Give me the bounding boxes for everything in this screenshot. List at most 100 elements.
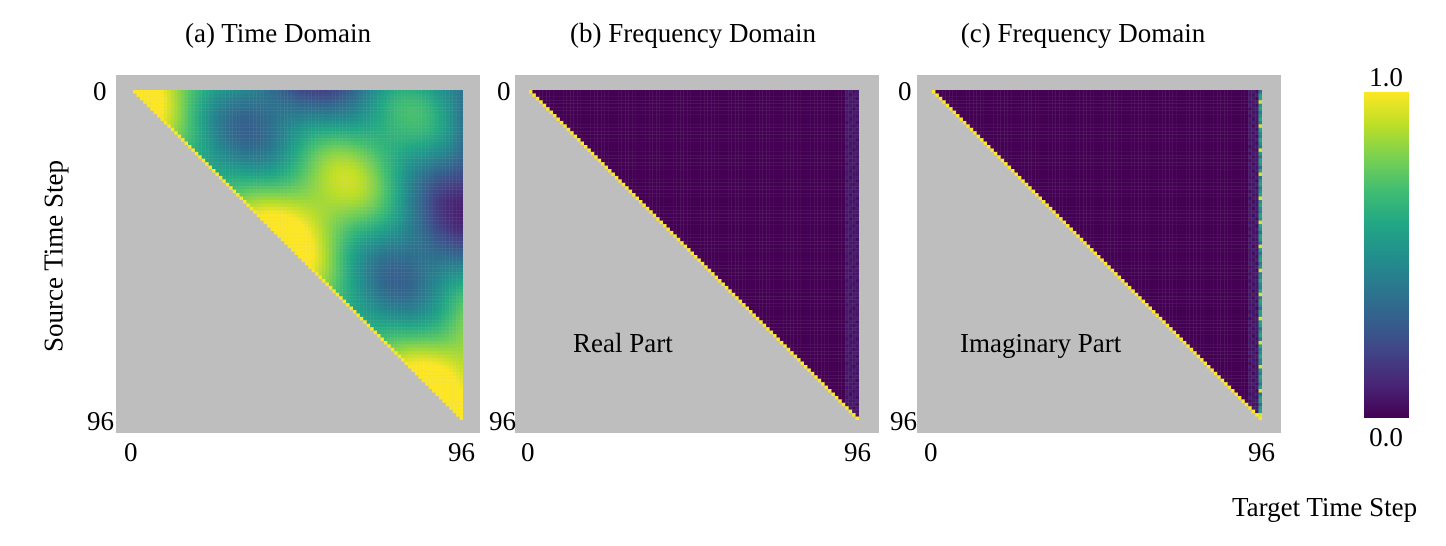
heatmap-cell (594, 96, 598, 101)
heatmap-cell (459, 93, 463, 97)
heatmap-cell (394, 151, 398, 156)
heatmap-cell (256, 110, 261, 115)
heatmap-cell (153, 93, 158, 97)
heatmap-cell (414, 244, 419, 249)
heatmap-cell (194, 127, 199, 132)
heatmap-cell (394, 227, 398, 231)
heatmap-cell (335, 155, 340, 159)
heatmap-cell (346, 224, 350, 228)
heatmap-cell (442, 93, 446, 97)
heatmap-cell (807, 90, 811, 94)
heatmap-cell (239, 162, 244, 166)
heatmap-cell (425, 200, 429, 204)
heatmap-cell (387, 220, 391, 225)
heatmap-cell (435, 193, 439, 197)
heatmap-cell (325, 279, 329, 283)
heatmap-cell (608, 100, 612, 104)
heatmap-cell (359, 120, 364, 125)
heatmap-cell (394, 206, 398, 211)
heatmap-cell (408, 200, 412, 204)
heatmap-cell (318, 124, 323, 128)
heatmap-cell (335, 279, 340, 283)
heatmap-cell (404, 327, 409, 331)
heatmap-cell (590, 100, 595, 104)
heatmap-cell (394, 189, 398, 194)
heatmap-cell (456, 189, 460, 194)
heatmap-cell (380, 120, 384, 125)
heatmap-cell (218, 138, 223, 142)
heatmap-cell (438, 155, 443, 159)
heatmap-cell (249, 141, 254, 146)
heatmap-cell (339, 107, 343, 111)
heatmap-cell (322, 279, 326, 283)
heatmap-cell (353, 213, 357, 218)
heatmap-cell (380, 169, 384, 173)
heatmap-cell (418, 162, 422, 166)
heatmap-cell (425, 186, 429, 190)
heatmap-cell (366, 189, 371, 194)
heatmap-cell (456, 313, 460, 317)
heatmap-cell (449, 200, 453, 204)
heatmap-cell (363, 234, 367, 238)
heatmap-cell (387, 90, 391, 94)
heatmap-cell (418, 234, 422, 238)
heatmap-cell (397, 258, 402, 262)
heatmap-cell (401, 162, 405, 166)
heatmap-cell (311, 237, 316, 242)
heatmap-cell (438, 303, 443, 307)
heatmap-cell (411, 127, 415, 132)
heatmap-cell (208, 110, 213, 115)
heatmap-cell (418, 172, 422, 176)
heatmap-cell (452, 392, 457, 396)
heatmap-cell (308, 169, 312, 173)
heatmap-cell (456, 279, 460, 283)
heatmap-cell (590, 93, 595, 97)
heatmap-cell (397, 155, 402, 159)
heatmap-cell (301, 200, 305, 204)
heatmap-cell (263, 179, 268, 183)
heatmap-cell (418, 255, 422, 259)
heatmap-cell (359, 261, 364, 266)
heatmap-cell (428, 258, 433, 262)
heatmap-cell (411, 210, 415, 214)
heatmap-cell (452, 220, 457, 225)
heatmap-cell (328, 193, 333, 197)
heatmap-cell (188, 120, 192, 125)
heatmap-cell (449, 234, 453, 238)
heatmap-cell (198, 155, 202, 159)
heatmap-cell (273, 107, 278, 111)
heatmap-cell (373, 237, 378, 242)
heatmap-cell (356, 179, 360, 183)
heatmap-cell (601, 96, 605, 101)
heatmap-cell (807, 93, 811, 97)
heatmap-cell (291, 213, 295, 218)
heatmap-cell (260, 217, 264, 221)
heatmap-cell (298, 206, 302, 211)
heatmap-cell (456, 196, 460, 201)
heatmap-cell (335, 117, 340, 121)
heatmap-cell (298, 213, 302, 218)
heatmap-cell (449, 120, 453, 125)
heatmap-cell (656, 90, 660, 94)
heatmap-cell (353, 237, 357, 242)
heatmap-cell (353, 303, 357, 307)
heatmap-cell (411, 368, 415, 372)
heatmap-cell (380, 292, 384, 297)
heatmap-cell (246, 114, 250, 118)
heatmap-cell (438, 230, 443, 235)
heatmap-cell (150, 100, 154, 104)
heatmap-cell (380, 255, 384, 259)
heatmap-cell (449, 220, 453, 225)
heatmap-cell (301, 227, 305, 231)
heatmap-cell (246, 107, 250, 111)
heatmap-cell (253, 114, 257, 118)
heatmap-cell (232, 179, 237, 183)
heatmap-cell (328, 200, 333, 204)
heatmap-cell (380, 299, 384, 304)
heatmap-cell (359, 210, 364, 214)
heatmap-cell (435, 358, 439, 362)
heatmap-cell (342, 279, 347, 283)
heatmap-cell (414, 206, 419, 211)
heatmap-cell (666, 100, 670, 104)
heatmap-cell (383, 313, 388, 317)
